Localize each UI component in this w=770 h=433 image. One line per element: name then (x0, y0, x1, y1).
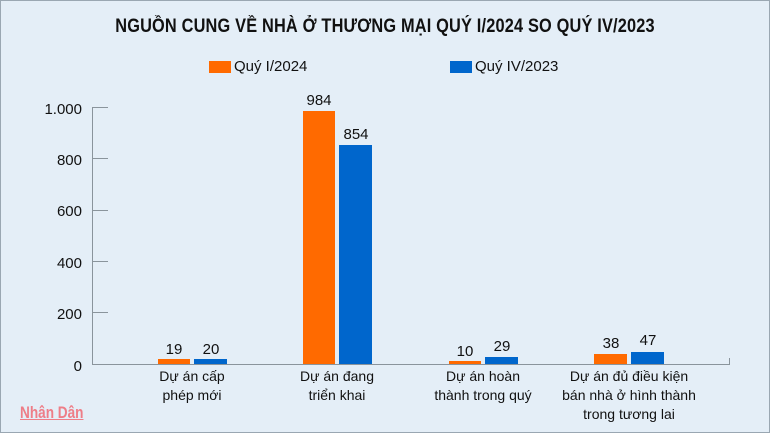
legend-item-q1-2024: Quý I/2024 (209, 58, 307, 75)
x-axis (92, 364, 730, 365)
y-tick-label: 800 (56, 152, 82, 169)
value-label: 47 (639, 332, 657, 349)
category-label: Dự án đủ điều kiện bán nhà ở hình thành … (549, 367, 709, 424)
category-line: Dự án cấp (159, 368, 225, 384)
y-tick-label: 200 (56, 306, 82, 323)
category-line: Dự án đủ điều kiện (569, 368, 689, 384)
y-tick-label: 1.000 (44, 101, 82, 118)
value-label: 10 (456, 343, 474, 360)
value-label: 984 (306, 92, 332, 109)
category-label: Dự án cấp phép mới (112, 367, 272, 405)
x-axis-end-tick (729, 358, 730, 365)
legend-label: Quý I/2024 (234, 58, 308, 75)
y-axis (92, 107, 93, 365)
legend-item-q4-2023: Quý IV/2023 (450, 58, 558, 75)
bar-q1-2024-du-dieu-kien (594, 354, 627, 364)
category-line: triển khai (308, 387, 366, 403)
nhan-dan-logo: Nhân Dân (20, 403, 84, 422)
value-label: 20 (202, 341, 220, 358)
bar-q4-2023-dang-trien-khai (339, 145, 372, 364)
category-line: trong tương lai (583, 406, 675, 422)
value-label: 854 (343, 126, 369, 143)
bar-q1-2024-cap-phep-moi (158, 359, 190, 364)
legend-swatch-orange (209, 60, 231, 73)
y-tick-label: 0 (73, 358, 82, 375)
y-tick (92, 312, 108, 313)
y-tick (92, 261, 108, 262)
category-line: Dự án đang (300, 368, 374, 384)
bar-q4-2023-cap-phep-moi (194, 359, 227, 364)
value-label: 19 (165, 341, 183, 358)
category-line: thành trong quý (434, 387, 532, 403)
legend-label: Quý IV/2023 (475, 58, 559, 75)
bar-q1-2024-hoan-thanh (449, 361, 481, 364)
category-label: Dự án đang triển khai (257, 367, 417, 405)
bar-q4-2023-du-dieu-kien (631, 352, 664, 364)
y-tick-label: 400 (56, 255, 82, 272)
y-tick (92, 210, 108, 211)
y-tick-label: 600 (56, 203, 82, 220)
legend-swatch-blue (450, 60, 472, 73)
category-line: phép mới (162, 387, 222, 403)
y-tick (92, 107, 108, 108)
category-line: Dự án hoàn (446, 368, 520, 384)
bar-q4-2023-hoan-thanh (485, 357, 518, 364)
chart-title: NGUỒN CUNG VỀ NHÀ Ở THƯƠNG MẠI QUÝ I/202… (115, 16, 655, 37)
y-tick (92, 158, 108, 159)
category-label: Dự án hoàn thành trong quý (403, 367, 563, 405)
value-label: 38 (602, 335, 620, 352)
value-label: 29 (493, 338, 511, 355)
category-line: bán nhà ở hình thành (562, 387, 696, 403)
bar-q1-2024-dang-trien-khai (303, 111, 335, 364)
